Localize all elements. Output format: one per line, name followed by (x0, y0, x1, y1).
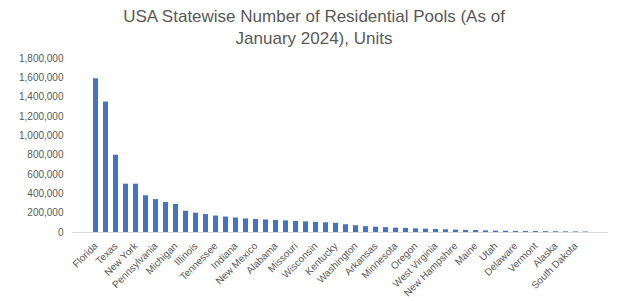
svg-text:1,600,000: 1,600,000 (19, 72, 64, 83)
svg-text:Arkansas: Arkansas (342, 240, 380, 278)
svg-text:Missouri: Missouri (265, 240, 300, 275)
svg-text:Vermont: Vermont (505, 240, 540, 275)
svg-text:Oregon: Oregon (388, 240, 420, 272)
svg-text:800,000: 800,000 (27, 149, 64, 160)
svg-text:Indiana: Indiana (208, 240, 240, 272)
svg-text:Wisconsin: Wisconsin (279, 240, 320, 281)
svg-text:600,000: 600,000 (27, 169, 64, 180)
svg-text:New Mexico: New Mexico (213, 240, 260, 287)
svg-text:Alaska: Alaska (530, 240, 560, 270)
svg-text:Illinois: Illinois (172, 240, 200, 268)
svg-text:Washington: Washington (314, 240, 360, 286)
svg-text:West Virginia: West Virginia (390, 240, 440, 290)
svg-text:Alabama: Alabama (244, 240, 280, 276)
html-text:USA Statewise Number of Reside: USA Statewise Number of Residential Pool… (123, 7, 505, 48)
svg-text:0: 0 (58, 227, 64, 238)
svg-text:Kentucky: Kentucky (302, 240, 340, 278)
svg-text:Minnesota: Minnesota (359, 240, 400, 281)
svg-text:Utah: Utah (477, 240, 500, 263)
svg-text:New York: New York (102, 240, 140, 278)
svg-text:Michigan: Michigan (143, 240, 180, 277)
svg-text:Florida: Florida (70, 240, 100, 270)
svg-text:Pennsylvania: Pennsylvania (109, 240, 160, 291)
svg-text:1,200,000: 1,200,000 (19, 111, 64, 122)
svg-text:Texas: Texas (93, 240, 120, 267)
svg-text:1,400,000: 1,400,000 (19, 91, 64, 102)
svg-text:New Hampshire: New Hampshire (402, 240, 460, 298)
svg-text:South Dakota: South Dakota (529, 240, 580, 291)
svg-text:Tennessee: Tennessee (177, 240, 220, 283)
svg-text:1,800,000: 1,800,000 (19, 53, 64, 64)
svg-text:200,000: 200,000 (27, 207, 64, 218)
svg-text:1,000,000: 1,000,000 (19, 130, 64, 141)
svg-text:Delaware: Delaware (482, 240, 520, 278)
svg-text:400,000: 400,000 (27, 188, 64, 199)
svg-text:Maine: Maine (453, 240, 480, 267)
